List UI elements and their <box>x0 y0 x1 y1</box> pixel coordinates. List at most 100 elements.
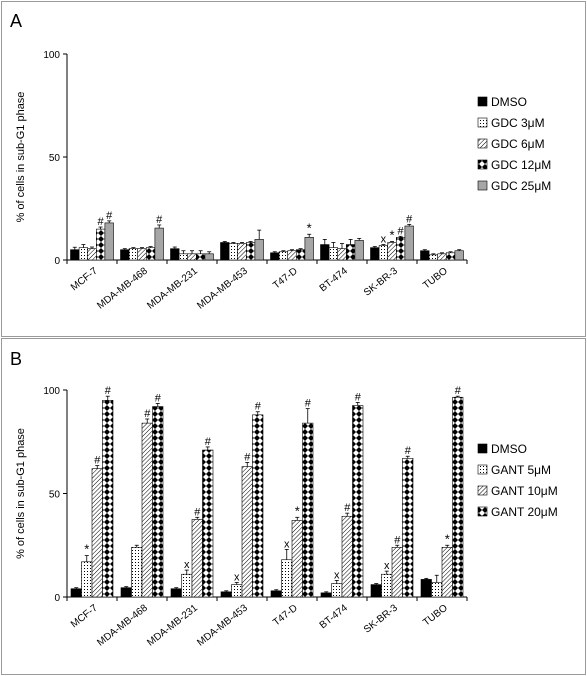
significance-mark: # <box>156 214 163 226</box>
bar <box>320 592 332 598</box>
significance-mark: x <box>381 234 387 246</box>
significance-mark: # <box>455 385 462 397</box>
bar <box>131 547 143 598</box>
bar <box>254 239 264 261</box>
bar <box>204 253 214 261</box>
bar <box>202 449 214 598</box>
y-tick-label: 100 <box>43 50 60 61</box>
bar <box>191 519 203 598</box>
significance-mark: * <box>445 531 450 546</box>
significance-mark: # <box>305 398 312 410</box>
bar <box>220 242 230 261</box>
bar <box>381 573 393 598</box>
bar <box>331 583 343 598</box>
bar <box>354 240 364 261</box>
category-label: TUBO <box>421 603 450 629</box>
bar <box>437 253 447 261</box>
significance-mark: # <box>144 408 151 420</box>
bar <box>370 247 380 261</box>
bar <box>220 591 232 598</box>
y-tick-label: 100 <box>43 386 60 397</box>
legend-swatch <box>477 506 488 517</box>
legend-swatch <box>477 96 488 107</box>
bar <box>196 253 206 261</box>
bar <box>304 237 314 261</box>
legend-label: GANT 20μM <box>491 505 558 519</box>
y-axis-label: % of cells in sub-G1 phase <box>15 92 27 223</box>
category-label: MDA-MB-468 <box>95 602 150 648</box>
bar <box>120 587 132 598</box>
significance-mark: # <box>355 391 362 403</box>
legend-swatch <box>477 443 488 454</box>
bar <box>270 252 280 261</box>
bar <box>102 400 114 598</box>
category-label: SK-BR-3 <box>362 602 400 635</box>
bar <box>170 588 182 598</box>
category-label: BT-474 <box>318 265 351 294</box>
legend-label: GANT 10μM <box>491 484 558 498</box>
bar <box>420 579 432 598</box>
bar <box>404 225 414 261</box>
significance-mark: # <box>205 436 212 448</box>
significance-mark: x <box>334 569 340 581</box>
bar <box>320 244 330 261</box>
bar <box>445 252 456 261</box>
bar <box>454 250 464 261</box>
panel-b: B 0 50 100 % of cells in sub-G1 phase * # # MCF-… <box>1 338 586 675</box>
bar <box>96 228 106 261</box>
legend-swatch <box>477 464 488 475</box>
panel-label: B <box>10 349 22 369</box>
bar <box>228 243 239 261</box>
category-label: MDA-MB-231 <box>145 602 200 648</box>
legend-label: DMSO <box>491 442 527 456</box>
y-tick-label: 50 <box>49 153 61 164</box>
bar <box>295 249 306 261</box>
bar <box>387 242 397 261</box>
legend-swatch <box>477 117 488 128</box>
bar <box>237 243 247 261</box>
bar <box>352 405 364 598</box>
legend-swatch <box>477 159 488 170</box>
bar <box>428 254 439 261</box>
bar <box>378 245 389 261</box>
legend-swatch <box>477 138 488 149</box>
significance-mark: # <box>244 451 251 463</box>
bar <box>395 237 406 261</box>
bar <box>120 249 130 261</box>
significance-mark: # <box>98 216 105 228</box>
bar <box>146 247 156 261</box>
category-label: MCF-7 <box>69 265 100 293</box>
category-label: T47-D <box>271 603 300 629</box>
significance-mark: * <box>84 542 89 557</box>
category-label: MCF-7 <box>69 602 100 630</box>
bar <box>70 588 82 598</box>
legend-label: GDC 25μM <box>491 179 551 193</box>
y-tick-label: 50 <box>49 490 61 501</box>
bar <box>341 515 353 598</box>
significance-mark: # <box>344 502 351 514</box>
panel-a: A 0 50 100% of cells in sub-G1 phase # # MCF-7… <box>1 1 586 337</box>
significance-mark: x <box>384 560 390 572</box>
category-label: MDA-MB-453 <box>195 602 250 648</box>
bar <box>402 458 414 598</box>
significance-mark: # <box>406 213 413 225</box>
significance-mark: # <box>398 225 405 237</box>
bar <box>137 248 147 261</box>
bar <box>391 547 403 598</box>
significance-mark: x <box>284 538 290 550</box>
bar <box>141 422 153 598</box>
bar <box>152 406 164 598</box>
y-axis-label: % of cells in sub-G1 phase <box>15 428 27 559</box>
bar <box>231 584 243 598</box>
bar <box>337 248 347 261</box>
category-label: MDA-MB-231 <box>145 265 200 311</box>
bar <box>246 242 256 261</box>
bar <box>420 250 430 261</box>
bar <box>181 573 193 598</box>
legend-swatch <box>477 180 488 191</box>
bar <box>345 244 356 261</box>
bar <box>291 520 303 598</box>
bar <box>281 559 293 598</box>
bar <box>370 584 382 598</box>
significance-mark: * <box>307 220 312 235</box>
